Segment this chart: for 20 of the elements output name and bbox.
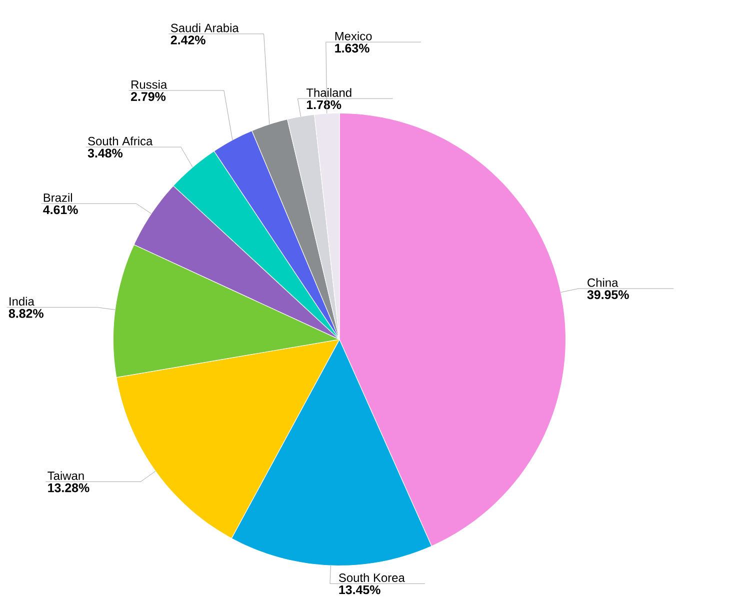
data-label: 2.79% (131, 92, 166, 101)
data-label: 3.48% (88, 148, 123, 158)
slice-label: Brazil (44, 193, 72, 202)
data-label: 13.45% (339, 585, 380, 594)
slice-label: China (588, 278, 618, 287)
slice-label: South Korea (339, 573, 405, 582)
slice-label: Taiwan (48, 471, 84, 480)
data-label: 1.63% (335, 44, 370, 53)
slice-label: Mexico (335, 32, 372, 40)
slice-label: India (10, 296, 34, 306)
data-label: 39.95% (587, 290, 629, 300)
data-label: 13.28% (48, 483, 90, 492)
slice-label: Saudi Arabia (170, 23, 239, 32)
data-label: 8.82% (8, 309, 44, 318)
slice-label: Thailand (306, 88, 352, 97)
slice-label: South Africa (88, 136, 153, 146)
data-label: 4.61% (43, 205, 78, 214)
data-label: 2.42% (170, 36, 206, 44)
data-label: 1.78% (306, 100, 342, 110)
slice-label: Russia (132, 80, 168, 89)
